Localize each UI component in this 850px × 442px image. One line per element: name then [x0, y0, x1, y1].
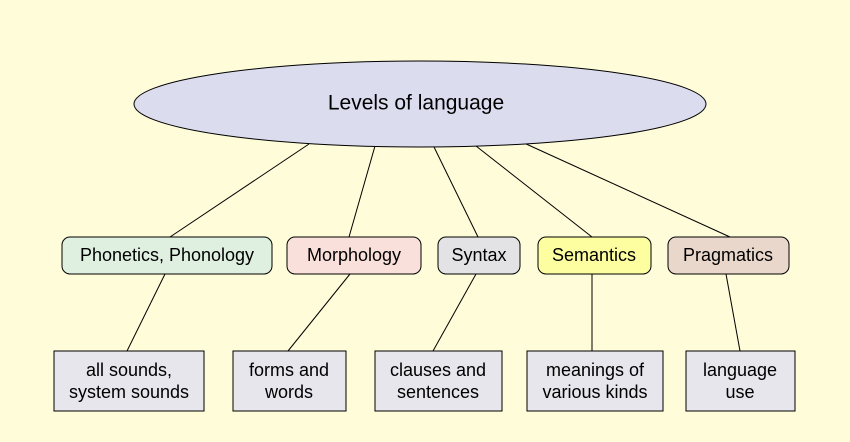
description-line-2-pragmatics: use: [725, 382, 754, 402]
description-box-pragmatics: [685, 350, 796, 412]
description-line-1-pragmatics: language: [703, 360, 777, 380]
description-node-morphology: forms and words: [232, 350, 347, 412]
description-line-2-phonetics: system sounds: [69, 382, 189, 402]
description-line-2-semantics: various kinds: [542, 382, 647, 402]
level-node-phonetics: Phonetics, Phonology: [61, 236, 273, 275]
level-label-semantics: Semantics: [552, 245, 636, 265]
description-line-1-morphology: forms and: [249, 360, 329, 380]
root-node: Levels of language: [133, 60, 707, 148]
description-line-1-semantics: meanings of: [546, 360, 645, 380]
description-node-pragmatics: language use: [685, 350, 796, 412]
description-box-phonetics: [53, 350, 205, 412]
level-label-syntax: Syntax: [451, 245, 506, 265]
level-node-semantics: Semantics: [537, 236, 652, 275]
root-label: Levels of language: [328, 92, 504, 115]
connector-morphology-desc: [287, 273, 351, 352]
level-connectors: [126, 273, 741, 352]
level-label-morphology: Morphology: [307, 245, 401, 265]
level-node-syntax: Syntax: [437, 236, 521, 275]
description-node-semantics: meanings of various kinds: [526, 350, 664, 412]
description-box-syntax: [374, 350, 503, 412]
connector-root-morphology: [348, 145, 376, 238]
connector-phonetics-desc: [126, 273, 166, 352]
level-box-morphology: [286, 236, 422, 275]
level-box-semantics: [537, 236, 652, 275]
connector-root-pragmatics: [523, 142, 731, 238]
connector-root-syntax: [433, 146, 479, 238]
description-node-syntax: clauses and sentences: [374, 350, 503, 412]
root-ellipse: [133, 60, 707, 148]
level-label-phonetics: Phonetics, Phonology: [80, 245, 254, 265]
level-box-phonetics: [61, 236, 273, 275]
level-box-pragmatics: [667, 236, 790, 275]
description-line-1-phonetics: all sounds,: [86, 360, 172, 380]
description-line-2-morphology: words: [264, 382, 313, 402]
description-line-2-syntax: sentences: [397, 382, 479, 402]
connector-root-semantics: [475, 145, 593, 238]
connector-syntax-desc: [432, 273, 477, 352]
description-box-semantics: [526, 350, 664, 412]
connector-root-phonetics: [169, 143, 310, 238]
level-label-pragmatics: Pragmatics: [683, 245, 773, 265]
level-node-morphology: Morphology: [286, 236, 422, 275]
description-nodes: all sounds, system sounds forms and word…: [53, 350, 796, 412]
root-connectors: [169, 142, 731, 238]
description-box-morphology: [232, 350, 347, 412]
level-nodes: Phonetics, Phonology Morphology Syntax S…: [61, 236, 790, 275]
description-line-1-syntax: clauses and: [390, 360, 486, 380]
level-box-syntax: [437, 236, 521, 275]
description-node-phonetics: all sounds, system sounds: [53, 350, 205, 412]
connector-pragmatics-desc: [725, 273, 741, 352]
level-node-pragmatics: Pragmatics: [667, 236, 790, 275]
